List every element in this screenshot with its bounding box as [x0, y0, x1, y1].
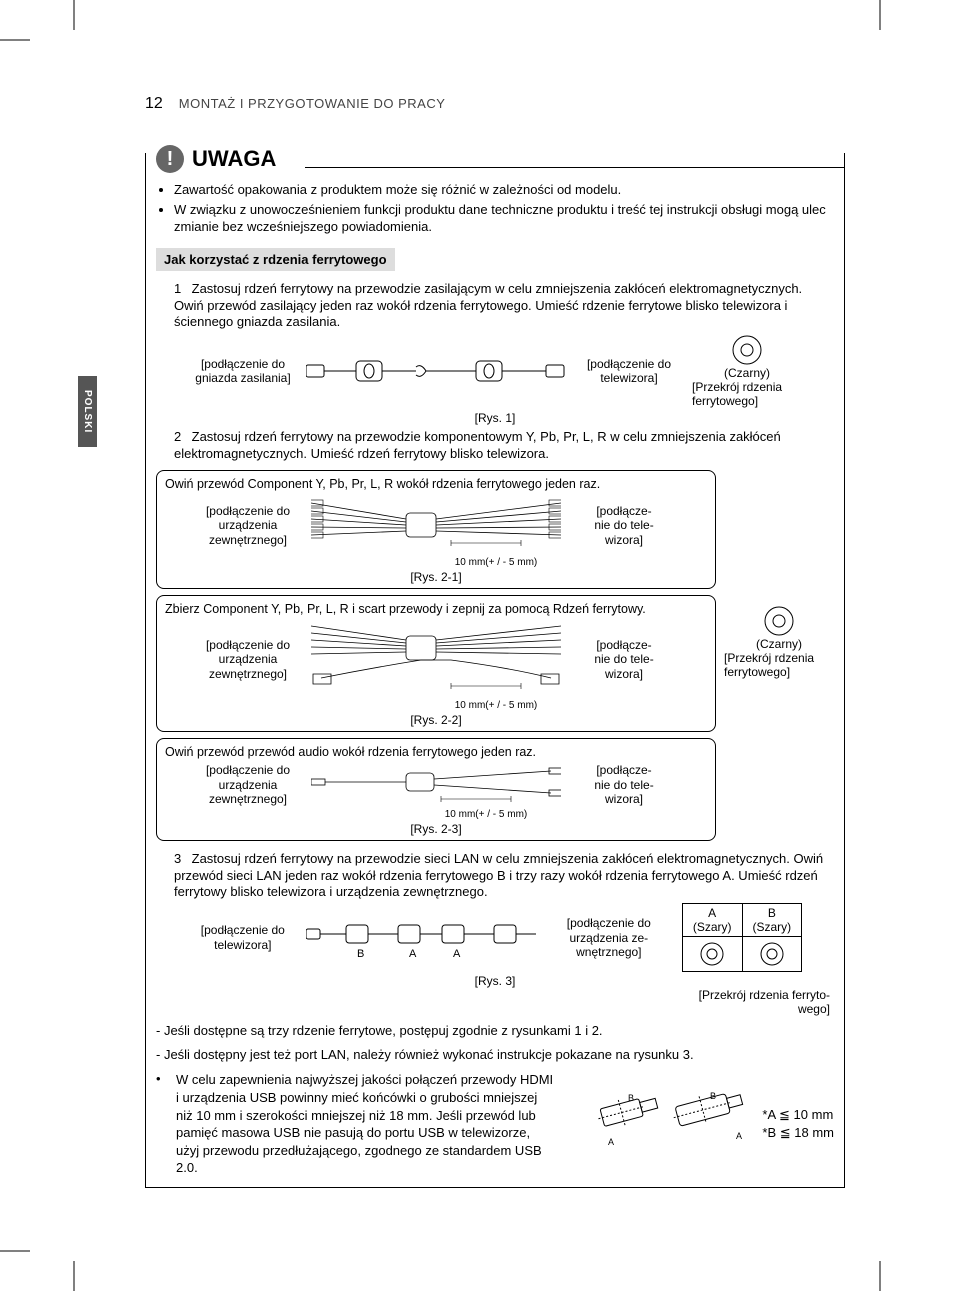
- fig-21-caption: [Rys. 2-1]: [165, 570, 707, 584]
- lan-B: B: [753, 906, 792, 920]
- step-2: 2 Zastosuj rdzeń ferrytowy na przewodzie…: [174, 429, 834, 463]
- label-to-tv: [podłączenie do telewizora]: [574, 357, 684, 386]
- label-to-ext-dev: [podłączenie do urządzenia ze- wnętrzneg…: [544, 916, 674, 959]
- page-title: MONTAŻ I PRZYGOTOWANIE DO PRACY: [179, 96, 446, 111]
- lan-gray-a: (Szary): [693, 920, 732, 934]
- step-3-text: Zastosuj rdzeń ferrytowy na przewodzie s…: [174, 851, 823, 900]
- label-to-ext: [podłączenie do urządzenia zewnętrznego]: [193, 763, 303, 806]
- lan-core-table: A (Szary) B (Szary): [682, 903, 802, 972]
- svg-text:B: B: [357, 948, 364, 960]
- svg-text:A: A: [608, 1137, 614, 1147]
- panel-2-2-title: Zbierz Component Y, Pb, Pr, L, R i scart…: [165, 602, 707, 616]
- core-cross-label: [Przekrój rdzenia ferrytowego]: [724, 652, 834, 680]
- page-number: 12: [145, 95, 163, 113]
- label-to-outlet: [podłączenie do gniazda zasilania]: [188, 357, 298, 386]
- usb-connector-diagram: B A B A: [590, 1089, 750, 1159]
- lan-gray-b: (Szary): [753, 920, 792, 934]
- mm-note-23: 10 mm(+ / - 5 mm): [265, 809, 707, 820]
- fig-22-caption: [Rys. 2-2]: [165, 713, 707, 727]
- component-cable-diagram-1: [311, 495, 561, 555]
- warning-bullets: Zawartość opakowania z produktem może si…: [156, 181, 834, 236]
- warning-icon: !: [156, 145, 184, 173]
- svg-text:A: A: [453, 948, 461, 960]
- note-dash-2: - Jeśli dostępny jest też port LAN, nale…: [156, 1046, 834, 1064]
- fig-23-caption: [Rys. 2-3]: [165, 822, 707, 836]
- bottom-text: W celu zapewnienia najwyższej jakości po…: [176, 1071, 556, 1176]
- step-num: 3: [174, 851, 188, 868]
- svg-text:A: A: [736, 1131, 742, 1141]
- lan-A: A: [693, 906, 732, 920]
- core-ring-icon: [730, 333, 764, 367]
- crop-mark-lt: [0, 30, 40, 50]
- figure-1-row: [podłączenie do gniazda zasilania] [podł…: [156, 333, 834, 408]
- usb-dimensions: *A ≦ 10 mm *B ≦ 18 mm: [762, 1106, 834, 1142]
- svg-text:A: A: [409, 948, 417, 960]
- dim-b: *B ≦ 18 mm: [762, 1124, 834, 1142]
- warning-box: ! UWAGA Zawartość opakowania z produktem…: [145, 153, 845, 1188]
- label-to-ext: [podłączenie do urządzenia zewnętrznego]: [193, 638, 303, 681]
- core-ring-icon: [762, 604, 796, 638]
- panel-2-3: Owiń przewód przewód audio wokół rdzenia…: [156, 738, 716, 840]
- warning-bullet: Zawartość opakowania z produktem może si…: [174, 181, 834, 199]
- fig-1-caption: [Rys. 1]: [156, 411, 834, 425]
- usb-diagram-area: B A B A *A ≦ 10 mm *B ≦ 18 mm: [566, 1071, 834, 1176]
- crop-mark-lb: [0, 1241, 40, 1261]
- core-color-black: (Czarny): [724, 367, 770, 381]
- mm-note-21: 10 mm(+ / - 5 mm): [285, 557, 707, 568]
- mm-note-22: 10 mm(+ / - 5 mm): [285, 700, 707, 711]
- panel-2-1: Owiń przewód Component Y, Pb, Pr, L, R w…: [156, 470, 716, 589]
- audio-cable-diagram: [311, 765, 561, 805]
- core-cross-label-wrap: [Przekrój rdzenia ferryto- wego]: [156, 988, 830, 1016]
- warning-icon-char: !: [167, 148, 174, 171]
- step-num: 1: [174, 281, 188, 298]
- crop-mark-tr: [870, 0, 890, 40]
- language-tab: POLSKI: [78, 376, 97, 447]
- core-cross-label: [Przekrój rdzenia ferrytowego]: [692, 381, 802, 409]
- label-to-tv-multi: [podłącze- nie do tele- wizora]: [569, 763, 679, 806]
- bottom-section: • W celu zapewnienia najwyższej jakości …: [156, 1071, 834, 1176]
- panel-2-2: Zbierz Component Y, Pb, Pr, L, R i scart…: [156, 595, 716, 732]
- step-3: 3 Zastosuj rdzeń ferrytowy na przewodzie…: [174, 851, 834, 902]
- dim-a: *A ≦ 10 mm: [762, 1106, 834, 1124]
- panel-2-3-title: Owiń przewód przewód audio wokół rdzenia…: [165, 745, 707, 759]
- power-cable-diagram: [306, 353, 566, 389]
- fig-3-caption: [Rys. 3]: [156, 974, 834, 988]
- core-cross-section-2: (Czarny) [Przekrój rdzenia ferrytowego]: [724, 604, 834, 679]
- warning-header: ! UWAGA: [156, 145, 284, 173]
- figure-3-row: [podłączenie do telewizora] B A A: [156, 903, 834, 972]
- step-1: 1 Zastosuj rdzeń ferrytowy na przewodzie…: [174, 281, 834, 332]
- warning-bullet: W związku z unowocześnieniem funkcji pro…: [174, 201, 834, 236]
- page-content: 12 MONTAŻ I PRZYGOTOWANIE DO PRACY ! UWA…: [145, 95, 845, 1188]
- label-to-tv-multi: [podłącze- nie do tele- wizora]: [569, 638, 679, 681]
- panel-2-1-title: Owiń przewód Component Y, Pb, Pr, L, R w…: [165, 477, 707, 491]
- label-to-tv: [podłączenie do telewizora]: [188, 923, 298, 952]
- svg-text:B: B: [628, 1093, 634, 1103]
- core-ring-icon: [759, 941, 785, 967]
- core-color-black: (Czarny): [756, 638, 802, 652]
- core-cross-section-1: (Czarny) [Przekrój rdzenia ferrytowego]: [692, 333, 802, 408]
- label-to-ext: [podłączenie do urządzenia zewnętrznego]: [193, 504, 303, 547]
- crop-mark-tl: [64, 0, 84, 40]
- svg-text:B: B: [710, 1091, 716, 1101]
- core-ring-icon: [699, 941, 725, 967]
- crop-mark-br: [870, 1251, 890, 1291]
- step-1-text: Zastosuj rdzeń ferrytowy na przewodzie z…: [174, 281, 802, 330]
- component-scart-diagram: [311, 620, 561, 698]
- label-to-tv-multi: [podłącze- nie do tele- wizora]: [569, 504, 679, 547]
- crop-mark-bl: [64, 1251, 84, 1291]
- lan-cable-diagram: B A A: [306, 913, 536, 963]
- warning-title: UWAGA: [192, 146, 276, 172]
- step-num: 2: [174, 429, 188, 446]
- page-header: 12 MONTAŻ I PRZYGOTOWANIE DO PRACY: [145, 95, 845, 113]
- note-dash-1: - Jeśli dostępne są trzy rdzenie ferryto…: [156, 1022, 834, 1040]
- ferrite-subheader: Jak korzystać z rdzenia ferrytowego: [156, 248, 395, 271]
- step-2-text: Zastosuj rdzeń ferrytowy na przewodzie k…: [174, 429, 781, 461]
